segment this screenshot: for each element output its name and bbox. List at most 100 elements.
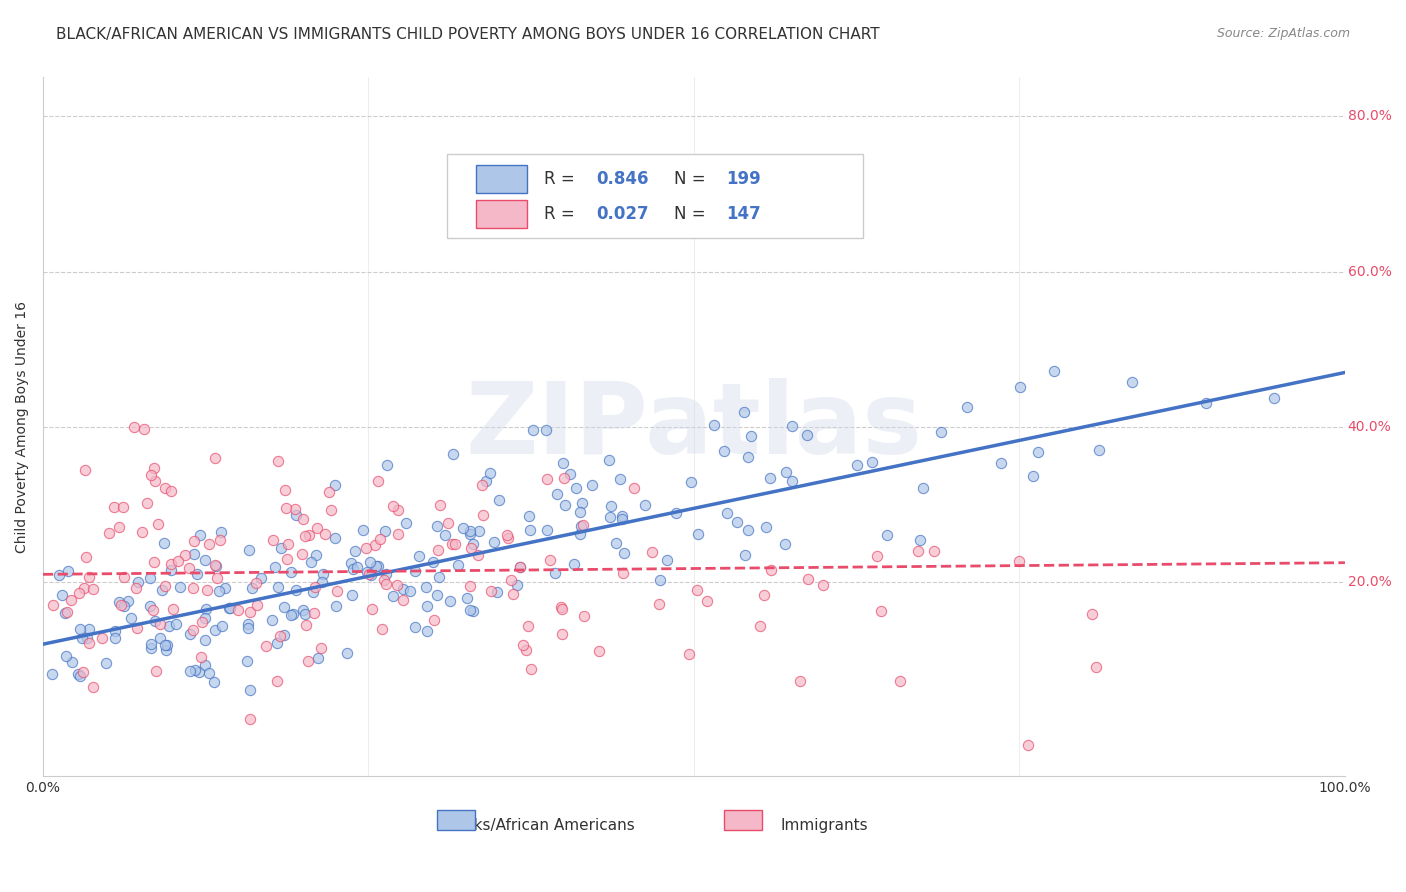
Point	[188, 528, 211, 542]
Point	[160, 563, 183, 577]
Point	[754, 588, 776, 602]
Point	[184, 663, 207, 677]
Point	[572, 609, 595, 624]
Point	[733, 405, 755, 419]
Point	[427, 570, 450, 584]
Point	[145, 664, 167, 678]
Point	[69, 668, 91, 682]
Point	[139, 641, 162, 656]
Point	[392, 582, 415, 596]
Point	[623, 482, 645, 496]
Text: Immigrants: Immigrants	[780, 818, 868, 833]
Point	[357, 567, 380, 582]
Point	[509, 560, 531, 574]
Point	[190, 650, 212, 665]
Text: R =: R =	[544, 169, 581, 187]
Point	[141, 637, 163, 651]
Point	[194, 602, 217, 616]
Point	[297, 654, 319, 668]
Point	[908, 533, 931, 547]
Point	[299, 555, 322, 569]
Point	[238, 543, 260, 558]
Point	[314, 526, 336, 541]
Point	[519, 523, 541, 537]
Point	[143, 461, 166, 475]
Point	[522, 423, 544, 437]
Point	[439, 594, 461, 608]
Point	[758, 471, 780, 485]
Point	[209, 525, 232, 540]
Point	[208, 584, 231, 599]
Point	[568, 505, 591, 519]
Point	[509, 560, 531, 574]
FancyBboxPatch shape	[437, 810, 475, 830]
Point	[343, 544, 366, 558]
Point	[70, 631, 93, 645]
Point	[155, 642, 177, 657]
Point	[392, 593, 415, 607]
Point	[156, 639, 179, 653]
Point	[866, 549, 889, 563]
Point	[149, 631, 172, 645]
Point	[41, 666, 63, 681]
Point	[373, 573, 395, 587]
Point	[471, 477, 494, 491]
Point	[174, 548, 197, 562]
Point	[157, 618, 180, 632]
Point	[641, 545, 664, 559]
Point	[907, 544, 929, 558]
Point	[145, 615, 167, 629]
Point	[423, 613, 446, 627]
Y-axis label: Child Poverty Among Boys Under 16: Child Poverty Among Boys Under 16	[15, 301, 30, 553]
Point	[352, 524, 374, 538]
Point	[186, 567, 208, 582]
Point	[124, 419, 146, 434]
Point	[924, 544, 946, 558]
Point	[58, 565, 80, 579]
Point	[472, 508, 495, 522]
Point	[363, 538, 385, 552]
Point	[60, 655, 83, 669]
Point	[276, 552, 298, 566]
Point	[291, 547, 314, 561]
Point	[404, 620, 426, 634]
Point	[305, 549, 328, 563]
Point	[740, 429, 762, 443]
Text: 0.846: 0.846	[596, 169, 648, 187]
Point	[149, 616, 172, 631]
Point	[375, 458, 398, 472]
Point	[284, 501, 307, 516]
Point	[458, 524, 481, 539]
Point	[551, 602, 574, 616]
Point	[273, 599, 295, 614]
Point	[775, 465, 797, 479]
Point	[188, 665, 211, 679]
Point	[97, 525, 120, 540]
Point	[495, 528, 517, 542]
Point	[146, 516, 169, 531]
Point	[165, 616, 187, 631]
Point	[107, 520, 129, 534]
Point	[152, 536, 174, 550]
Point	[367, 559, 389, 574]
Point	[336, 647, 359, 661]
Point	[294, 529, 316, 543]
Point	[260, 614, 283, 628]
Point	[143, 474, 166, 488]
Point	[249, 571, 271, 585]
Point	[246, 599, 269, 613]
Point	[499, 574, 522, 588]
Point	[551, 627, 574, 641]
Point	[422, 555, 444, 569]
Point	[211, 619, 233, 633]
Point	[517, 508, 540, 523]
Point	[72, 665, 94, 680]
Point	[1021, 468, 1043, 483]
Point	[139, 468, 162, 483]
Point	[269, 629, 291, 643]
Point	[134, 422, 156, 436]
Point	[79, 636, 101, 650]
Text: ZIPatlas: ZIPatlas	[465, 378, 922, 475]
Point	[437, 516, 460, 530]
Point	[110, 598, 132, 612]
